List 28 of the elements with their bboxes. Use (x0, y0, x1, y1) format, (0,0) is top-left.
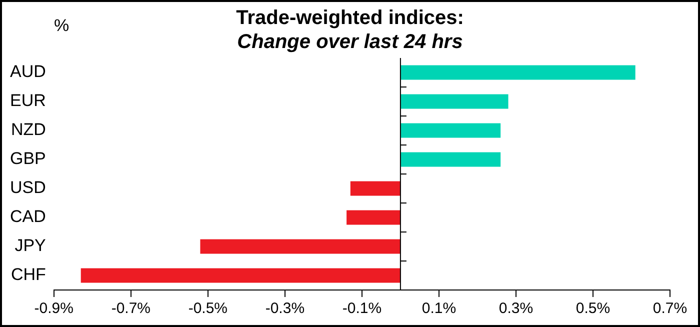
x-tick-label: -0.3% (265, 300, 305, 318)
bar (80, 268, 400, 283)
bar (400, 65, 636, 80)
y-tick-label: AUD (10, 62, 46, 82)
bar (400, 152, 501, 167)
x-tick-label: 0.7% (652, 300, 688, 318)
x-tick-label: 0.1% (422, 300, 456, 318)
bar (400, 94, 508, 109)
chart-subtitle: Change over last 24 hrs (237, 31, 463, 53)
y-tick-label: NZD (10, 120, 46, 140)
y-tick-label: CAD (10, 207, 46, 226)
bar (346, 210, 400, 225)
x-tick-label: -0.9% (34, 300, 74, 318)
chart-title: Trade-weighted indices: (236, 7, 464, 29)
y-tick-label: USD (10, 178, 46, 198)
x-tick-label: -0.7% (111, 300, 151, 318)
bar (400, 123, 501, 138)
x-tick-label: -0.5% (188, 300, 228, 318)
bar (350, 181, 400, 196)
bar (200, 239, 400, 254)
y-tick-label: JPY (14, 236, 46, 256)
y-tick-label: EUR (10, 91, 46, 110)
x-tick-label: -0.1% (342, 300, 382, 318)
x-tick-label: 0.3% (498, 300, 534, 318)
y-tick-label: CHF (10, 265, 46, 284)
y-axis-title: % (54, 16, 70, 36)
y-tick-label: GBP (10, 149, 46, 168)
x-tick-label: 0.5% (576, 300, 610, 318)
